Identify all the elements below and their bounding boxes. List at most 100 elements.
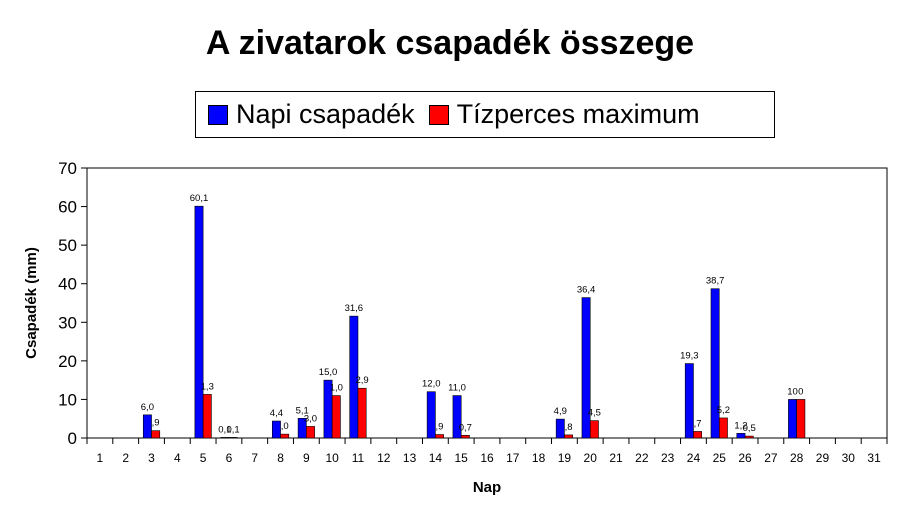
data-label: ,0 [281, 421, 289, 432]
x-tick-label: 15 [455, 451, 469, 465]
data-label: 36,4 [577, 285, 596, 296]
data-label: ,9 [152, 418, 160, 429]
data-label: 4,4 [270, 408, 283, 419]
data-label: ,7 [694, 418, 702, 429]
bar-napi [555, 418, 565, 439]
y-axis-title: Csapadék (mm) [23, 247, 40, 359]
data-label: 38,7 [706, 276, 725, 287]
x-tick-label: 18 [532, 451, 546, 465]
data-label: 4,9 [554, 406, 567, 417]
x-tick-label: 23 [661, 451, 675, 465]
plot-area [86, 167, 888, 439]
bar-tizperces [306, 426, 315, 439]
x-tick-label: 13 [403, 451, 417, 465]
bar-napi [684, 363, 694, 439]
y-tick-label: 70 [58, 159, 77, 178]
x-tick-label: 25 [713, 451, 727, 465]
data-labels: 6,0 60,1 0,1 4,4 5,1 15,0 31,6 12,0 11,0 4,9 36,4 1… [141, 193, 804, 435]
x-axis-title: Nap [473, 479, 501, 496]
bar-tizperces [331, 395, 341, 439]
bar-napi [194, 205, 204, 439]
x-tick-label: 17 [506, 451, 520, 465]
data-label: ,9 [436, 422, 444, 433]
data-label: ,8 [565, 422, 573, 433]
legend-item-napi: Napi csapadék [208, 99, 415, 130]
bar-napi [426, 391, 436, 439]
x-tick-label: 1 [97, 451, 104, 465]
x-tick-label: 26 [738, 451, 752, 465]
data-label: 0,1 [226, 424, 239, 435]
x-axis: 1 2 3 4 5 6 7 8 9 10 11 12 13 14 15 16 17 18 19 20 21 22 23 24 2… [86, 438, 888, 465]
data-label: 31,6 [345, 303, 364, 314]
x-tick-label: 7 [251, 451, 258, 465]
data-label: 0,5 [743, 423, 756, 434]
x-tick-label: 3 [148, 451, 155, 465]
x-tick-label: 5 [200, 451, 207, 465]
bar-napi [271, 420, 281, 439]
bar-napi [581, 297, 591, 439]
bar-napi [452, 395, 462, 439]
bar-tizperces [744, 435, 754, 439]
x-tick-label: 6 [226, 451, 233, 465]
x-tick-label: 19 [558, 451, 572, 465]
legend-item-tizperces: Tízperces maximum [428, 99, 700, 130]
x-tick-label: 31 [867, 451, 881, 465]
data-label: 5,2 [717, 405, 730, 416]
data-label: 2,9 [355, 375, 368, 386]
y-tick-label: 40 [58, 275, 77, 294]
x-tick-label: 28 [790, 451, 804, 465]
y-tick-label: 30 [58, 313, 77, 332]
bar-tizperces [718, 417, 728, 439]
data-label: 60,1 [190, 193, 209, 204]
x-tick-label: 11 [352, 451, 365, 465]
data-label: 12,0 [422, 379, 441, 390]
data-label: 19,3 [680, 351, 699, 362]
data-label: 1,3 [201, 381, 214, 392]
bar-tizperces [228, 437, 238, 439]
data-label: 11,0 [448, 383, 466, 394]
bar-napi [710, 288, 720, 439]
bars [142, 205, 806, 439]
y-tick-label: 10 [58, 390, 77, 409]
chart-title: A zivatarok csapadék összege [205, 24, 695, 62]
bar-napi [349, 315, 359, 439]
bar-tizperces [151, 430, 161, 439]
x-tick-label: 21 [609, 451, 623, 465]
y-tick-label: 50 [58, 236, 77, 255]
x-tick-label: 10 [325, 451, 339, 465]
y-axis: 0 10 20 30 40 50 60 70 [58, 159, 87, 448]
bar-tizperces [693, 431, 703, 439]
x-tick-label: 22 [635, 451, 649, 465]
bar-tizperces [435, 434, 444, 439]
x-tick-label: 20 [584, 451, 598, 465]
x-tick-label: 27 [764, 451, 778, 465]
x-tick-label: 9 [303, 451, 310, 465]
data-label: 5,1 [296, 405, 309, 416]
bar-napi [788, 399, 797, 439]
x-tick-label: 16 [480, 451, 494, 465]
y-tick-label: 60 [58, 198, 77, 217]
data-label: 1,2 [734, 420, 747, 431]
data-label: 10 [787, 386, 798, 397]
data-label: 6,0 [141, 402, 154, 413]
data-label: 1,0 [330, 383, 343, 394]
bar-tizperces [202, 394, 212, 439]
bar-tizperces [460, 434, 470, 439]
bar-napi [220, 437, 230, 439]
bar-tizperces [564, 434, 573, 439]
x-tick-label: 2 [122, 451, 129, 465]
y-tick-label: 0 [68, 429, 77, 448]
x-tick-label: 29 [816, 451, 830, 465]
legend-label-tizperces: Tízperces maximum [456, 99, 700, 129]
x-tick-label: 30 [842, 451, 856, 465]
bar-tizperces [796, 399, 806, 439]
x-tick-label: 4 [174, 451, 181, 465]
legend-swatch-napi [208, 104, 228, 125]
data-label: 0 [798, 386, 803, 397]
bar-napi [142, 414, 152, 439]
x-tick-label: 14 [429, 451, 443, 465]
bar-tizperces [357, 387, 367, 439]
bar-napi [736, 433, 746, 439]
data-label: 0,7 [459, 422, 472, 433]
